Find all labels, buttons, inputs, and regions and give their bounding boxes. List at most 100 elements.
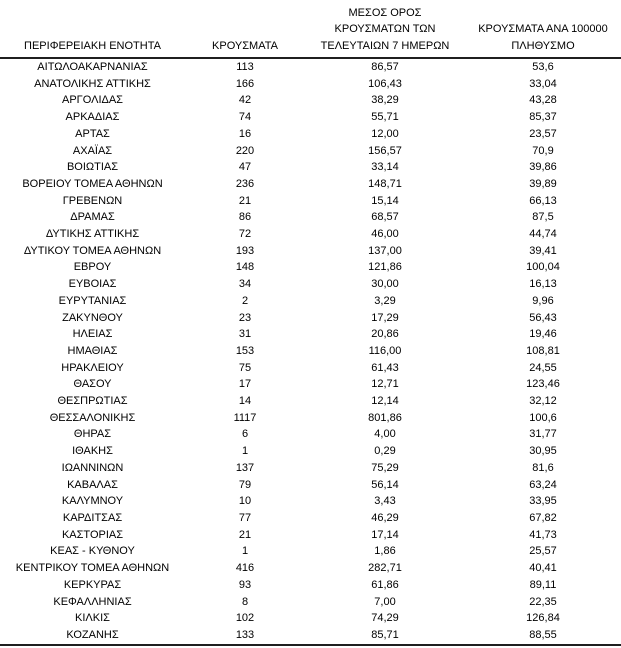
cell-per100k: 25,57 — [529, 545, 557, 558]
cell-avg7: 61,86 — [371, 578, 399, 591]
table-row: ΒΟΡΕΙΟΥ ΤΟΜΕΑ ΑΘΗΝΩΝ 236 148,71 39,89 — [0, 176, 621, 193]
cell-per100k: 85,37 — [529, 111, 557, 124]
table-body: ΑΙΤΩΛΟΑΚΑΡΝΑΝΙΑΣ 113 86,57 53,6 ΑΝΑΤΟΛΙΚΗΣ Α… — [0, 58, 621, 645]
cell-cases: 79 — [238, 478, 252, 491]
cell-per100k: 33,04 — [529, 77, 557, 90]
cell-region: ΚΑΡΔΙΤΣΑΣ — [62, 511, 123, 524]
cell-per100k: 56,43 — [529, 311, 557, 324]
table-header: ΠΕΡΙΦΕΡΕΙΑΚΗ ΕΝΟΤΗΤΑ ΚΡΟΥΣΜΑΤΑ ΜΕΣΟΣ ΟΡΟ… — [0, 0, 621, 59]
table-row: ΙΘΑΚΗΣ 1 0,29 30,95 — [0, 443, 621, 460]
cell-avg7: 17,14 — [371, 528, 399, 541]
table-row: ΗΛΕΙΑΣ 31 20,86 19,46 — [0, 326, 621, 343]
table-row: ΔΡΑΜΑΣ 86 68,57 87,5 — [0, 209, 621, 226]
cell-avg7: 46,00 — [371, 228, 399, 241]
cell-avg7: 3,43 — [374, 495, 396, 508]
cell-avg7: 12,00 — [371, 127, 399, 140]
cell-cases: 31 — [238, 328, 252, 341]
cell-region: ΚΟΖΑΝΗΣ — [66, 628, 119, 641]
cell-cases: 74 — [238, 111, 252, 124]
cell-region: ΕΥΒΟΙΑΣ — [68, 278, 117, 291]
col-header-cases: ΚΡΟΥΣΜΑΤΑ — [185, 0, 305, 59]
cell-cases: 166 — [235, 77, 255, 90]
cell-region: ΚΕΡΚΥΡΑΣ — [63, 578, 122, 591]
cell-cases: 86 — [238, 211, 252, 224]
cell-per100k: 67,82 — [529, 511, 557, 524]
cell-cases: 75 — [238, 361, 252, 374]
cell-avg7: 17,29 — [371, 311, 399, 324]
cell-region: ΕΒΡΟΥ — [73, 261, 112, 274]
cell-region: ΔΡΑΜΑΣ — [70, 211, 115, 224]
cell-region: ΘΕΣΣΑΛΟΝΙΚΗΣ — [49, 411, 136, 424]
cell-per100k: 22,35 — [529, 595, 557, 608]
cell-cases: 113 — [236, 61, 254, 73]
table-row: ΕΥΒΟΙΑΣ 34 30,00 16,13 — [0, 276, 621, 293]
cell-avg7: 7,00 — [374, 595, 396, 608]
table-header-row: ΠΕΡΙΦΕΡΕΙΑΚΗ ΕΝΟΤΗΤΑ ΚΡΟΥΣΜΑΤΑ ΜΕΣΟΣ ΟΡΟ… — [0, 0, 621, 59]
table-row: ΓΡΕΒΕΝΩΝ 21 15,14 66,13 — [0, 193, 621, 210]
cell-avg7: 121,86 — [368, 261, 402, 274]
table-row: ΕΒΡΟΥ 148 121,86 100,04 — [0, 259, 621, 276]
cell-avg7: 20,86 — [371, 328, 399, 341]
table-row: ΖΑΚΥΝΘΟΥ 23 17,29 56,43 — [0, 310, 621, 327]
cell-per100k: 100,6 — [529, 411, 557, 424]
cell-avg7: 156,57 — [368, 144, 402, 157]
col-header-per100k: ΚΡΟΥΣΜΑΤΑ ΑΝΑ 100000 ΠΛΗΘΥΣΜΟ — [465, 0, 621, 59]
cell-region: ΕΥΡΥΤΑΝΙΑΣ — [58, 294, 127, 307]
table-row: ΚΕΡΚΥΡΑΣ 93 61,86 89,11 — [0, 577, 621, 594]
cell-avg7: 74,29 — [371, 612, 399, 625]
cell-region: ΙΩΑΝΝΙΝΩΝ — [61, 461, 124, 474]
cell-avg7: 4,00 — [374, 428, 396, 441]
cell-cases: 220 — [235, 144, 255, 157]
cell-cases: 1 — [241, 445, 249, 458]
cell-region: ΑΡΓΟΛΙΔΑΣ — [62, 94, 123, 107]
cell-per100k: 16,13 — [529, 278, 557, 291]
cell-avg7: 12,14 — [371, 395, 399, 408]
cell-per100k: 87,5 — [532, 211, 554, 224]
cell-per100k: 31,77 — [529, 428, 557, 441]
cell-avg7: 38,29 — [371, 94, 399, 107]
table-row: ΕΥΡΥΤΑΝΙΑΣ 2 3,29 9,96 — [0, 293, 621, 310]
cell-per100k: 39,41 — [529, 244, 557, 257]
cell-cases: 16 — [238, 127, 252, 140]
cell-per100k: 23,57 — [529, 127, 557, 140]
cell-region: ΚΑΣΤΟΡΙΑΣ — [61, 528, 124, 541]
cell-cases: 1 — [241, 545, 249, 558]
cell-cases: 14 — [238, 395, 252, 408]
cell-region: ΒΟΙΩΤΙΑΣ — [66, 161, 119, 174]
cell-region: ΑΧΑΪΑΣ — [72, 144, 113, 157]
cell-region: ΑΙΤΩΛΟΑΚΑΡΝΑΝΙΑΣ — [37, 61, 148, 73]
cell-avg7: 12,71 — [371, 378, 399, 391]
cell-per100k: 126,84 — [526, 612, 560, 625]
table-row: ΚΑΡΔΙΤΣΑΣ 77 46,29 67,82 — [0, 510, 621, 527]
cell-cases: 193 — [235, 244, 255, 257]
table-row: ΑΡΤΑΣ 16 12,00 23,57 — [0, 126, 621, 143]
cell-region: ΙΘΑΚΗΣ — [72, 445, 113, 458]
cell-region: ΔΥΤΙΚΟΥ ΤΟΜΕΑ ΑΘΗΝΩΝ — [23, 244, 162, 257]
cell-per100k: 33,95 — [529, 495, 557, 508]
cell-avg7: 55,71 — [371, 111, 399, 124]
cell-region: ΚΙΛΚΙΣ — [75, 612, 110, 625]
cell-avg7: 61,43 — [371, 361, 399, 374]
cell-cases: 34 — [238, 278, 252, 291]
table-row: ΔΥΤΙΚΟΥ ΤΟΜΕΑ ΑΘΗΝΩΝ 193 137,00 39,41 — [0, 243, 621, 260]
cell-cases: 137 — [235, 461, 255, 474]
cell-cases: 72 — [238, 228, 252, 241]
cell-avg7: 33,14 — [371, 161, 399, 174]
table-row: ΚΑΒΑΛΑΣ 79 56,14 63,24 — [0, 477, 621, 494]
cell-per100k: 41,73 — [529, 528, 557, 541]
cell-per100k: 63,24 — [529, 478, 557, 491]
table-row: ΑΡΓΟΛΙΔΑΣ 42 38,29 43,28 — [0, 92, 621, 109]
cell-per100k: 100,04 — [526, 261, 560, 274]
cell-cases: 133 — [235, 628, 255, 641]
cell-per100k: 9,96 — [532, 294, 554, 307]
table-row: ΚΕΦΑΛΛΗΝΙΑΣ 8 7,00 22,35 — [0, 594, 621, 611]
cell-avg7: 86,57 — [371, 61, 399, 73]
cell-avg7: 56,14 — [371, 478, 399, 491]
cell-region: ΑΝΑΤΟΛΙΚΗΣ ΑΤΤΙΚΗΣ — [34, 77, 151, 90]
cell-region: ΔΥΤΙΚΗΣ ΑΤΤΙΚΗΣ — [45, 228, 140, 241]
cell-region: ΚΕΝΤΡΙΚΟΥ ΤΟΜΕΑ ΑΘΗΝΩΝ — [15, 562, 170, 575]
cell-cases: 47 — [238, 161, 252, 174]
cell-per100k: 24,55 — [529, 361, 557, 374]
col-header-avg7: ΜΕΣΟΣ ΟΡΟΣ ΚΡΟΥΣΜΑΤΩΝ ΤΩΝ ΤΕΛΕΥΤΑΙΩΝ 7 Η… — [305, 0, 465, 59]
